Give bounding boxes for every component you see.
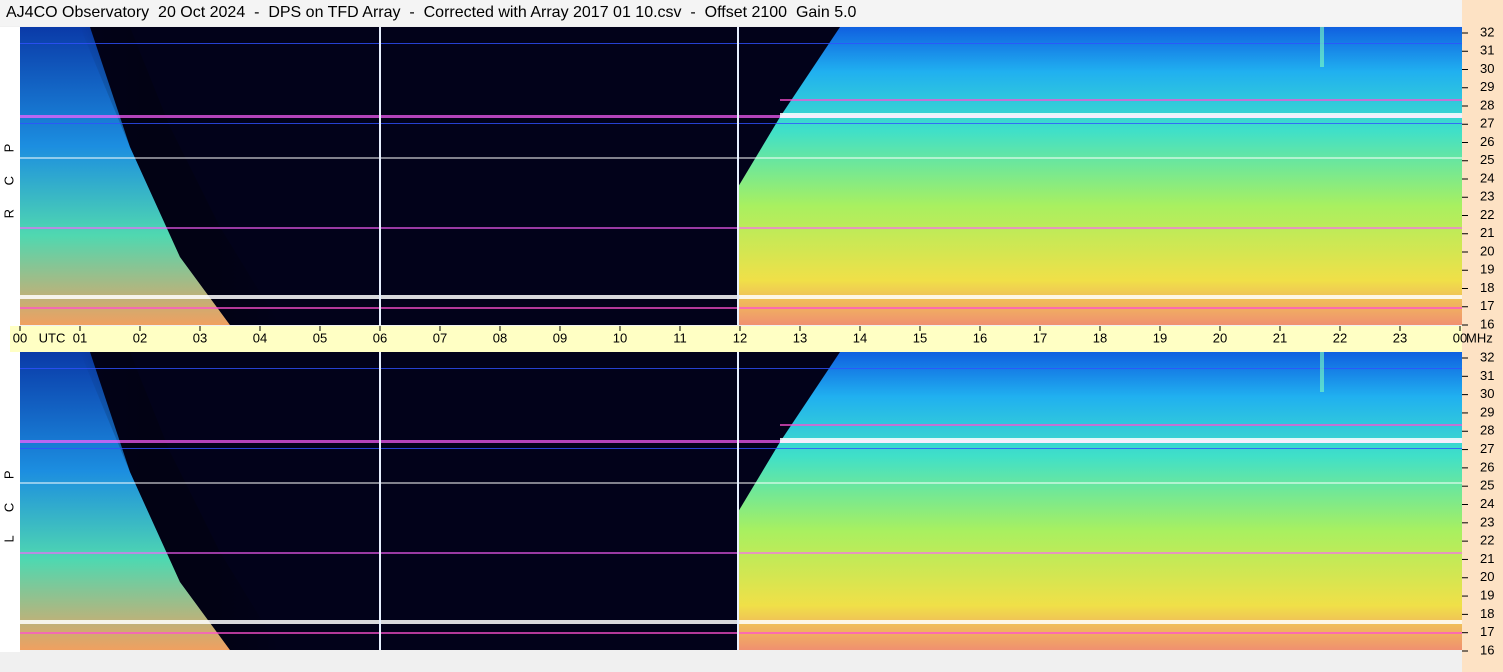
y-tick-label: 17	[1480, 624, 1494, 639]
y-tick-label: 16	[1480, 316, 1494, 331]
y-tick-label: 30	[1480, 61, 1494, 76]
y-tick-label: 24	[1480, 170, 1494, 185]
y-tick-label: 21	[1480, 551, 1494, 566]
x-tick-label: 22	[1333, 330, 1347, 345]
y-tick-label: 23	[1480, 189, 1494, 204]
y-tick-label: 17	[1480, 298, 1494, 313]
x-tick-label: 12	[733, 330, 747, 345]
y-tick-label: 25	[1480, 152, 1494, 167]
x-tick-label: 20	[1213, 330, 1227, 345]
y-tick-label: 25	[1480, 478, 1494, 493]
y-tick-label: 28	[1480, 423, 1494, 438]
x-tick-label: 02	[133, 330, 147, 345]
x-tick-label: 06	[373, 330, 387, 345]
x-tick-label: 09	[553, 330, 567, 345]
x-tick-label: 10	[613, 330, 627, 345]
y-tick-label: 32	[1480, 349, 1494, 364]
x-tick-label: 19	[1153, 330, 1167, 345]
axes: 00 01 02 03 04 05 06 07 08 09 10 11 12 13 14 15 16 17 18 19…	[1, 24, 1494, 657]
spectrogram-lcp	[20, 352, 1462, 650]
y-tick-label: 29	[1480, 79, 1494, 94]
y-tick-label: 20	[1480, 243, 1494, 258]
x-tick-label: 16	[973, 330, 987, 345]
spectrogram-rcp	[20, 27, 1462, 325]
y-tick-label: 21	[1480, 225, 1494, 240]
y-tick-label: 26	[1480, 134, 1494, 149]
x-tick-label: 18	[1093, 330, 1107, 345]
x-tick-label: 13	[793, 330, 807, 345]
y-tick-label: 32	[1480, 24, 1494, 39]
y-tick-label: 27	[1480, 116, 1494, 131]
y-tick-label: 22	[1480, 533, 1494, 548]
y-tick-label: 30	[1480, 386, 1494, 401]
y-tick-label: 18	[1480, 606, 1494, 621]
y-tick-label: 22	[1480, 207, 1494, 222]
x-axis-label: UTC	[39, 330, 66, 345]
x-tick-label: 07	[433, 330, 447, 345]
y-tick-label: 28	[1480, 97, 1494, 112]
y-tick-label: 19	[1480, 262, 1494, 277]
panel-label: L C P	[1, 460, 16, 542]
y-tick-label: 26	[1480, 459, 1494, 474]
y-tick-label: 18	[1480, 280, 1494, 295]
y-tick-label: 20	[1480, 569, 1494, 584]
x-tick-label: 21	[1273, 330, 1287, 345]
x-tick-label: 23	[1393, 330, 1407, 345]
x-tick-label: 01	[73, 330, 87, 345]
y-tick-label: 27	[1480, 441, 1494, 456]
y-tick-label: 23	[1480, 514, 1494, 529]
panel-label: R C P	[1, 134, 16, 219]
y-tick-label: 31	[1480, 43, 1494, 58]
x-tick-label: 00	[1453, 330, 1467, 345]
y-tick-label: 24	[1480, 496, 1494, 511]
y-tick-label: 29	[1480, 404, 1494, 419]
x-tick-label: 17	[1033, 330, 1047, 345]
frequency-axis-strip	[1462, 0, 1503, 672]
x-tick-label: 00	[13, 330, 27, 345]
x-tick-label: 08	[493, 330, 507, 345]
title: AJ4CO Observatory 20 Oct 2024 - DPS on T…	[6, 4, 857, 21]
x-tick-label: 04	[253, 330, 267, 345]
y-tick-label: 16	[1480, 642, 1494, 657]
y-unit-label: MHz	[1466, 330, 1493, 345]
x-tick-label: 05	[313, 330, 327, 345]
y-tick-label: 31	[1480, 368, 1494, 383]
y-tick-label: 19	[1480, 588, 1494, 603]
x-tick-label: 14	[853, 330, 867, 345]
title-bar	[0, 0, 1503, 26]
x-tick-label: 11	[673, 330, 687, 345]
x-tick-label: 03	[193, 330, 207, 345]
x-tick-label: 15	[913, 330, 927, 345]
